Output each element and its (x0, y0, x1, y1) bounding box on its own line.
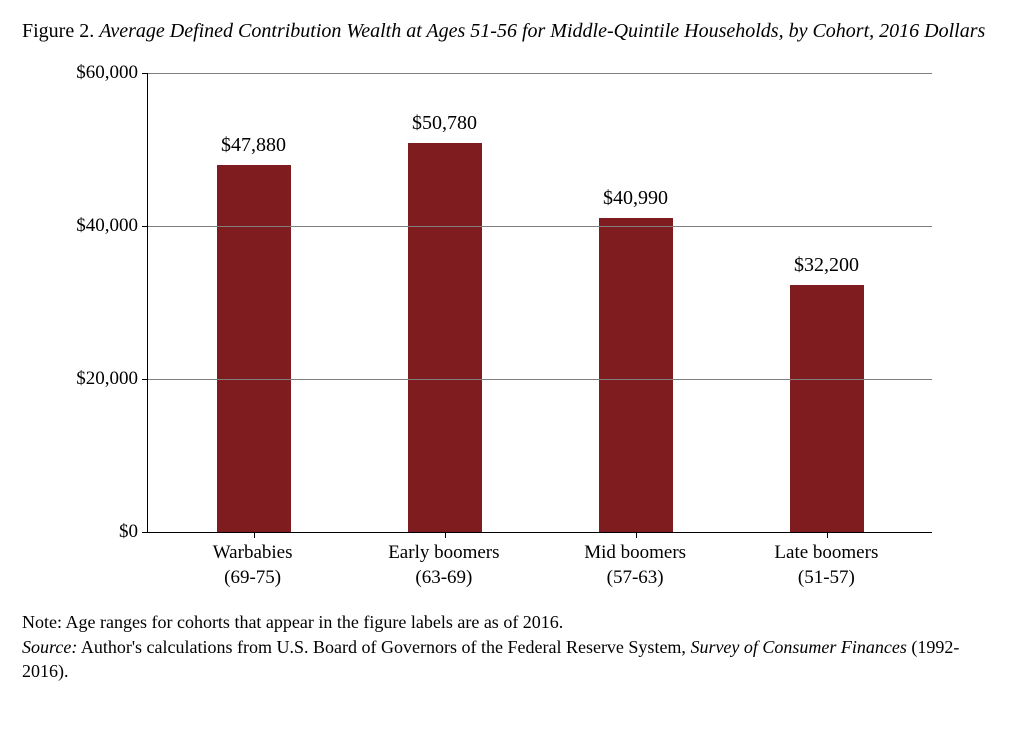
plot-area: $47,880$50,780$40,990$32,200 $0$20,000$4… (147, 73, 932, 533)
bar-slot: $50,780 (349, 112, 540, 532)
gridline (148, 379, 932, 380)
x-label-line2: (63-69) (348, 566, 539, 591)
bar (217, 165, 291, 532)
x-label-line2: (57-63) (540, 566, 731, 591)
x-axis-label: Mid boomers(57-63) (540, 541, 731, 590)
bar-slot: $32,200 (731, 254, 922, 532)
source-label: Source: (22, 637, 77, 657)
figure-description: Average Defined Contribution Wealth at A… (99, 20, 985, 42)
x-label-line1: Warbabies (157, 541, 348, 566)
bar-chart: $47,880$50,780$40,990$32,200 $0$20,000$4… (52, 73, 932, 590)
x-axis-label: Warbabies(69-75) (157, 541, 348, 590)
bar-value-label: $47,880 (221, 134, 286, 157)
x-axis-labels: Warbabies(69-75)Early boomers(63-69)Mid … (147, 533, 932, 590)
figure-title: Figure 2. Average Defined Contribution W… (22, 18, 1002, 45)
bar (408, 143, 482, 532)
y-tick-label: $20,000 (76, 368, 148, 390)
note-line: Note: Age ranges for cohorts that appear… (22, 610, 1002, 634)
bar-value-label: $32,200 (794, 254, 859, 277)
x-tick-mark (254, 532, 255, 538)
x-tick-mark (445, 532, 446, 538)
source-document: Survey of Consumer Finances (690, 637, 906, 657)
x-label-line2: (51-57) (731, 566, 922, 591)
bar-value-label: $40,990 (603, 187, 668, 210)
bar (599, 218, 673, 532)
x-label-line1: Early boomers (348, 541, 539, 566)
source-text-1: Author's calculations from U.S. Board of… (77, 637, 690, 657)
source-line: Source: Author's calculations from U.S. … (22, 635, 1002, 684)
figure-footnotes: Note: Age ranges for cohorts that appear… (22, 610, 1002, 683)
y-tick-label: $60,000 (76, 62, 148, 84)
y-tick-label: $0 (119, 521, 148, 543)
y-tick-label: $40,000 (76, 215, 148, 237)
x-tick-mark (827, 532, 828, 538)
bar-value-label: $50,780 (412, 112, 477, 135)
bar-slot: $47,880 (158, 134, 349, 532)
figure-number: Figure 2. (22, 20, 94, 42)
gridline (148, 226, 932, 227)
bars-container: $47,880 $50,780 $40,990 $32,200 (148, 73, 932, 532)
bar-slot: $40,990 (540, 187, 731, 532)
gridline (148, 73, 932, 74)
x-tick-mark (636, 532, 637, 538)
x-axis-label: Late boomers(51-57) (731, 541, 922, 590)
bar (790, 285, 864, 532)
x-label-line1: Late boomers (731, 541, 922, 566)
x-label-line2: (69-75) (157, 566, 348, 591)
x-axis-label: Early boomers(63-69) (348, 541, 539, 590)
x-label-line1: Mid boomers (540, 541, 731, 566)
